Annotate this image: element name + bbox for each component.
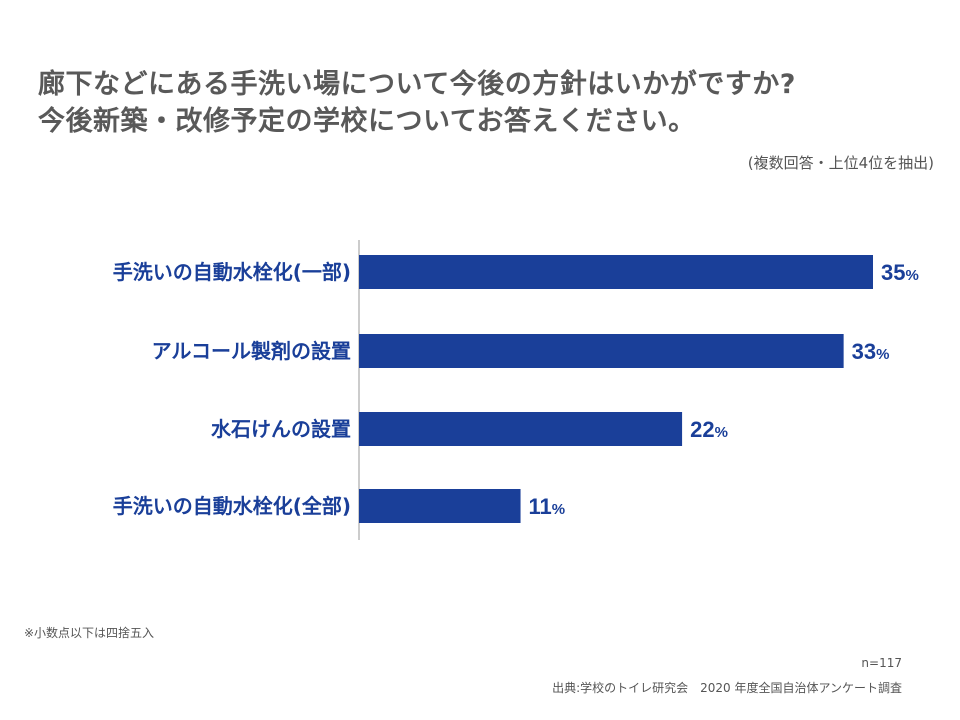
- category-label: アルコール製剤の設置: [152, 339, 351, 363]
- category-label: 手洗いの自動水栓化(一部): [113, 260, 351, 284]
- value-label: 22%: [690, 417, 728, 442]
- category-label: 水石けんの設置: [211, 417, 351, 441]
- bar: [359, 412, 683, 446]
- bar: [359, 489, 521, 523]
- chart-title-line-2: 今後新築・改修予定の学校についてお答えください。: [38, 106, 696, 137]
- source-note: 出典:学校のトイレ研究会 2020 年度全国自治体アンケート調査: [552, 681, 902, 695]
- footnote: ※小数点以下は四捨五入: [24, 626, 155, 640]
- value-label: 35%: [881, 260, 919, 285]
- value-label: 33%: [852, 339, 890, 364]
- bar: [359, 255, 873, 289]
- chart-title-line-1: 廊下などにある手洗い場について今後の方針はいかがですか?: [38, 69, 796, 100]
- bar: [359, 334, 844, 368]
- chart-title: 廊下などにある手洗い場について今後の方針はいかがですか? 今後新築・改修予定の学…: [38, 66, 938, 140]
- chart-subtitle: (複数回答・上位4位を抽出): [747, 154, 934, 172]
- category-label: 手洗いの自動水栓化(全部): [113, 494, 351, 518]
- value-label: 11%: [529, 494, 566, 519]
- sample-size: n=117: [861, 656, 902, 670]
